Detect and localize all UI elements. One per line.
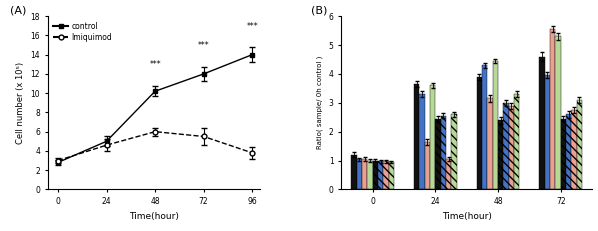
X-axis label: Time(hour): Time(hour) bbox=[442, 212, 492, 221]
Bar bbox=[425, 142, 430, 189]
Bar bbox=[367, 161, 373, 189]
Bar bbox=[539, 57, 545, 189]
Bar bbox=[561, 119, 566, 189]
Legend: control, Imiquimod: control, Imiquimod bbox=[51, 20, 114, 43]
Bar bbox=[356, 159, 362, 189]
Bar bbox=[571, 110, 576, 189]
Bar bbox=[389, 162, 394, 189]
Bar bbox=[487, 98, 493, 189]
Bar bbox=[556, 36, 561, 189]
Bar bbox=[545, 75, 550, 189]
Text: ***: *** bbox=[246, 22, 258, 30]
Bar bbox=[378, 161, 383, 189]
Bar bbox=[419, 94, 425, 189]
Text: ***: *** bbox=[150, 60, 161, 69]
Bar bbox=[362, 159, 367, 189]
Bar bbox=[383, 161, 389, 189]
Bar bbox=[509, 106, 514, 189]
Bar bbox=[352, 155, 356, 189]
Bar bbox=[477, 77, 482, 189]
Bar bbox=[430, 85, 435, 189]
Bar bbox=[550, 29, 556, 189]
Bar bbox=[451, 114, 457, 189]
Text: ***: *** bbox=[198, 41, 209, 50]
Bar bbox=[576, 100, 582, 189]
Bar bbox=[435, 119, 441, 189]
Y-axis label: Ratio( sample/ 0h control ): Ratio( sample/ 0h control ) bbox=[317, 56, 324, 149]
Bar bbox=[482, 65, 487, 189]
Bar bbox=[566, 114, 571, 189]
Bar bbox=[441, 116, 446, 189]
Bar bbox=[514, 94, 519, 189]
Text: (B): (B) bbox=[311, 5, 328, 15]
Bar bbox=[493, 61, 498, 189]
Y-axis label: Cell number (x 10⁵): Cell number (x 10⁵) bbox=[16, 62, 25, 144]
Bar bbox=[414, 84, 419, 189]
Bar bbox=[504, 103, 509, 189]
Text: (A): (A) bbox=[10, 5, 26, 15]
Bar bbox=[446, 159, 451, 189]
X-axis label: Time(hour): Time(hour) bbox=[129, 212, 179, 221]
Bar bbox=[498, 120, 504, 189]
Bar bbox=[373, 161, 378, 189]
